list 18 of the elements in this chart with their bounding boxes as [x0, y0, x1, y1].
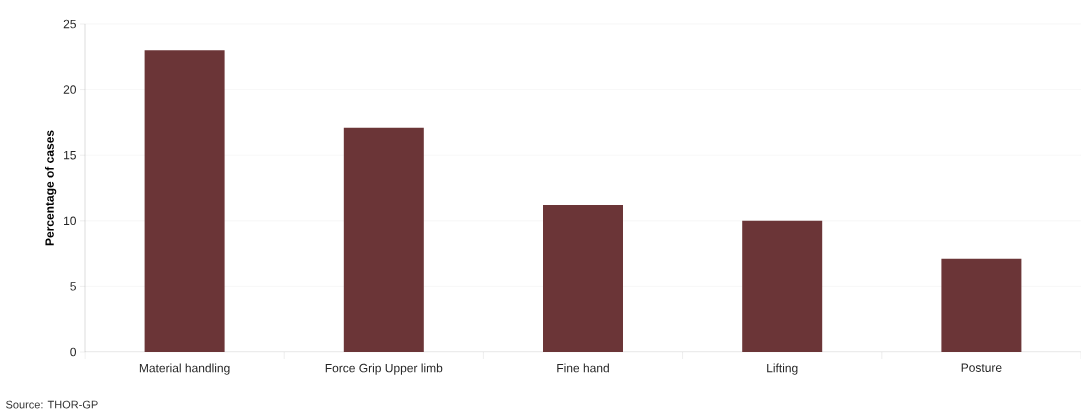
bar: [543, 205, 623, 352]
x-tick-label: Posture: [961, 363, 1002, 372]
bar: [941, 258, 1022, 352]
y-tick-label: 15: [64, 151, 76, 160]
y-tick-label: 10: [64, 216, 77, 226]
source-note: Source: THOR-GP: [6, 400, 98, 409]
y-tick-label: 20: [63, 85, 77, 94]
x-tick-label: Force Grip Upper limb: [325, 363, 443, 375]
bar: [144, 50, 225, 352]
x-tick-label: Lifting: [767, 363, 798, 375]
bar: [343, 127, 424, 352]
y-tick-label: 25: [63, 19, 76, 29]
y-tick-label: 5: [70, 282, 76, 291]
bar: [742, 220, 823, 352]
x-tick-label: Material handling: [139, 363, 230, 375]
y-tick-label: 0: [70, 347, 77, 357]
y-axis-title: Percentage of cases: [45, 130, 57, 246]
x-tick-label: Fine hand: [557, 363, 609, 373]
